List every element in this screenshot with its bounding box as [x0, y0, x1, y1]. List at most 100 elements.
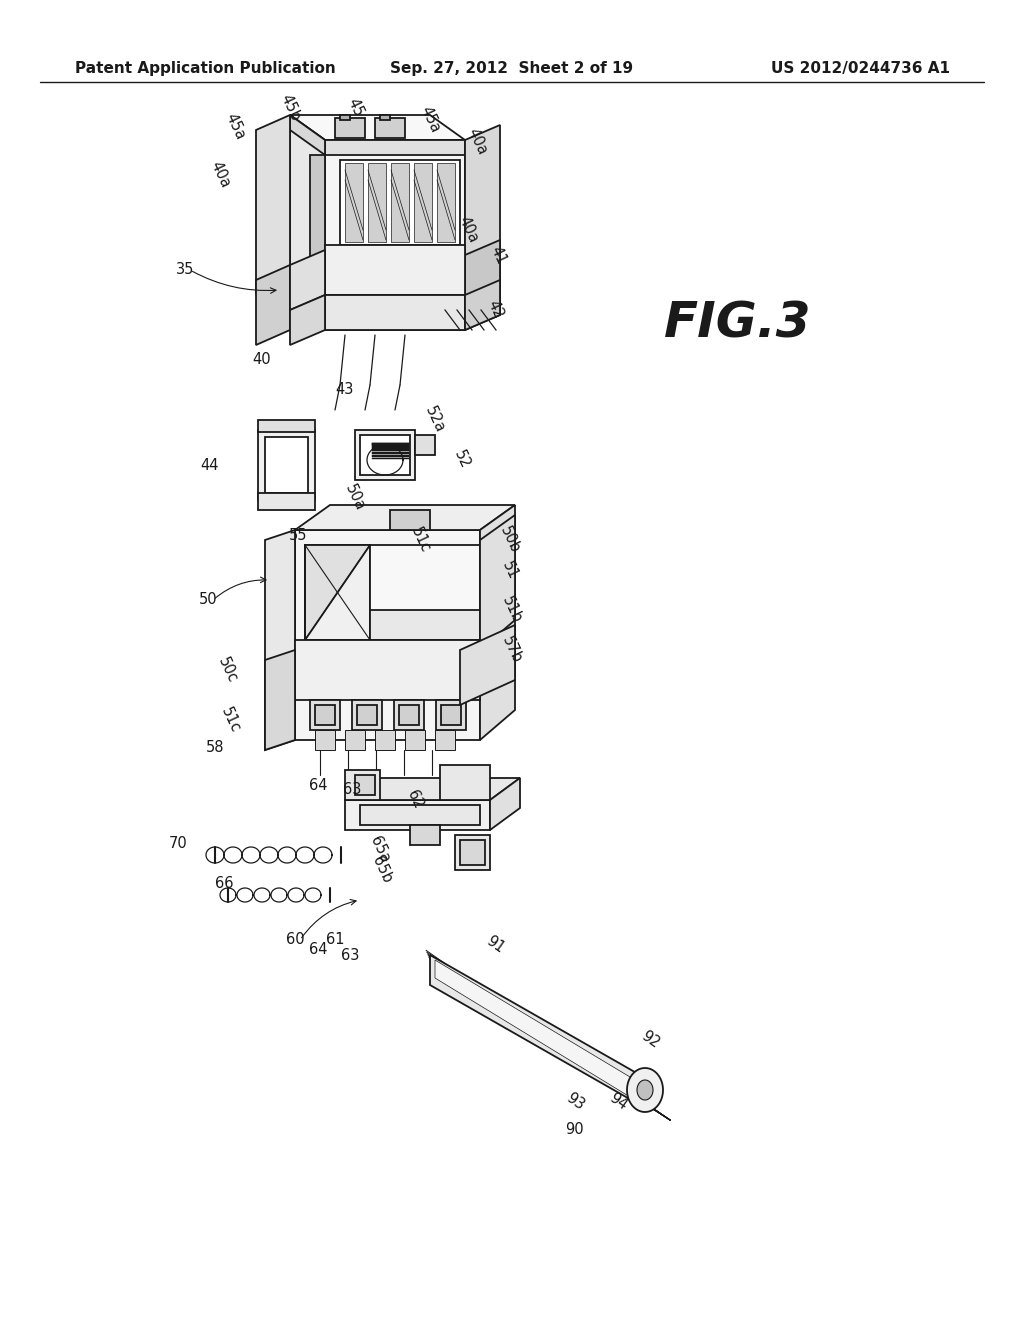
Text: 52a: 52a — [422, 404, 447, 436]
Polygon shape — [375, 730, 395, 750]
Text: 44: 44 — [201, 458, 219, 473]
Polygon shape — [480, 506, 515, 741]
Text: US 2012/0244736 A1: US 2012/0244736 A1 — [771, 61, 950, 75]
Polygon shape — [290, 115, 325, 330]
Polygon shape — [480, 515, 515, 649]
Polygon shape — [490, 777, 520, 830]
Polygon shape — [415, 436, 435, 455]
Polygon shape — [310, 154, 325, 290]
Text: 65a: 65a — [368, 834, 392, 866]
Polygon shape — [315, 705, 335, 725]
Text: 40a: 40a — [464, 127, 489, 157]
Polygon shape — [295, 640, 480, 700]
Text: 43: 43 — [336, 383, 354, 397]
Polygon shape — [325, 294, 465, 330]
Polygon shape — [410, 825, 440, 845]
Polygon shape — [414, 162, 432, 242]
Polygon shape — [357, 705, 377, 725]
Polygon shape — [340, 115, 350, 120]
Polygon shape — [256, 115, 290, 294]
Text: 93: 93 — [563, 1090, 587, 1113]
Polygon shape — [390, 510, 430, 531]
Text: Patent Application Publication: Patent Application Publication — [75, 61, 336, 75]
Text: 57b: 57b — [500, 634, 524, 665]
Polygon shape — [290, 115, 465, 140]
Text: 91: 91 — [483, 933, 507, 957]
Text: 94: 94 — [606, 1090, 630, 1114]
Polygon shape — [436, 700, 466, 730]
Polygon shape — [345, 730, 365, 750]
Polygon shape — [345, 770, 380, 800]
Text: 51: 51 — [500, 558, 521, 582]
Text: 52: 52 — [452, 449, 473, 471]
Polygon shape — [265, 531, 295, 750]
Polygon shape — [345, 162, 362, 242]
Polygon shape — [437, 162, 455, 242]
Polygon shape — [305, 545, 370, 640]
Polygon shape — [380, 115, 390, 120]
Text: 60: 60 — [286, 932, 304, 948]
Text: 51c: 51c — [408, 525, 432, 556]
Text: 62: 62 — [404, 788, 426, 812]
Polygon shape — [627, 1068, 663, 1111]
Polygon shape — [340, 160, 460, 246]
Polygon shape — [435, 960, 635, 1100]
Polygon shape — [295, 531, 480, 741]
Text: 50b: 50b — [498, 524, 522, 556]
Text: 51b: 51b — [500, 594, 524, 626]
Polygon shape — [315, 730, 335, 750]
Polygon shape — [310, 700, 340, 730]
Polygon shape — [325, 246, 465, 294]
Polygon shape — [345, 800, 490, 830]
Polygon shape — [325, 140, 465, 154]
Polygon shape — [258, 492, 315, 510]
Polygon shape — [370, 545, 480, 640]
Polygon shape — [360, 805, 480, 825]
Polygon shape — [406, 730, 425, 750]
Text: 70: 70 — [169, 836, 187, 850]
Text: 45: 45 — [344, 95, 366, 119]
Text: 92: 92 — [638, 1028, 662, 1052]
Text: 42: 42 — [484, 298, 506, 322]
Text: 40: 40 — [253, 352, 271, 367]
Polygon shape — [335, 117, 365, 139]
Text: 50: 50 — [199, 593, 217, 607]
Polygon shape — [295, 506, 515, 531]
Polygon shape — [435, 730, 455, 750]
Text: 66: 66 — [215, 875, 233, 891]
Text: 65b: 65b — [370, 854, 394, 886]
Text: 61: 61 — [326, 932, 344, 948]
Text: 45a: 45a — [222, 111, 248, 143]
Polygon shape — [290, 115, 325, 154]
Text: 40a: 40a — [456, 214, 480, 246]
Text: 63: 63 — [341, 948, 359, 962]
Text: 51c: 51c — [218, 705, 243, 735]
Polygon shape — [465, 240, 500, 330]
Text: 45b: 45b — [278, 92, 303, 124]
Text: 55: 55 — [289, 528, 307, 543]
Polygon shape — [460, 624, 515, 705]
Polygon shape — [460, 840, 485, 865]
Text: 45a: 45a — [418, 104, 442, 136]
Polygon shape — [440, 766, 490, 800]
Polygon shape — [441, 705, 461, 725]
Text: 64: 64 — [309, 777, 328, 792]
Polygon shape — [360, 436, 410, 475]
Polygon shape — [258, 430, 315, 500]
Polygon shape — [637, 1080, 653, 1100]
Polygon shape — [430, 954, 640, 1105]
Polygon shape — [368, 162, 386, 242]
Polygon shape — [355, 430, 415, 480]
Text: FIG.3: FIG.3 — [664, 300, 811, 347]
Polygon shape — [465, 125, 500, 315]
Text: 50a: 50a — [342, 482, 368, 513]
Text: 63: 63 — [343, 783, 361, 797]
Text: 50c: 50c — [216, 655, 241, 685]
Polygon shape — [256, 265, 290, 345]
Polygon shape — [258, 420, 315, 432]
Polygon shape — [370, 610, 480, 640]
Text: 35: 35 — [176, 263, 195, 277]
Polygon shape — [265, 649, 295, 750]
Polygon shape — [355, 775, 375, 795]
Polygon shape — [465, 280, 500, 330]
